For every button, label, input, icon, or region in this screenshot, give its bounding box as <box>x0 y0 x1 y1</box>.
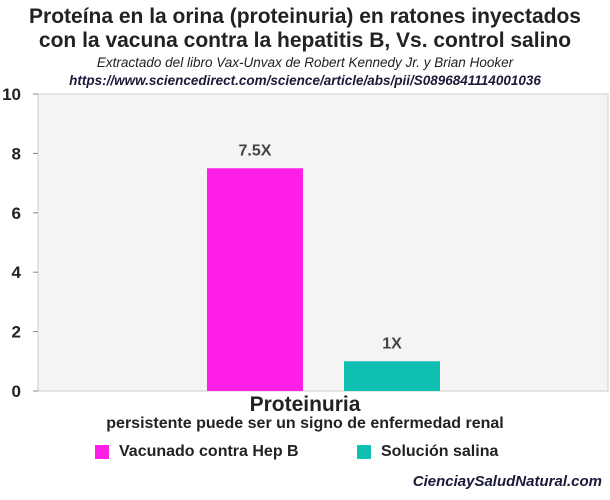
y-tick-label: 6 <box>12 204 21 223</box>
source-url: https://www.sciencedirect.com/science/ar… <box>69 73 541 88</box>
legend-item-saline: Solución salina <box>357 442 498 462</box>
bar <box>207 168 303 391</box>
legend-swatch-saline <box>357 445 371 459</box>
y-tick-label: 0 <box>12 382 21 401</box>
data-label: 1X <box>382 335 402 352</box>
plot-area <box>37 93 609 392</box>
chart-title-line-1: Proteína en la orina (proteinuria) en ra… <box>29 5 581 28</box>
y-tick-label: 2 <box>12 323 21 342</box>
footer-site: CienciaySaludNatural.com <box>412 473 602 490</box>
y-tick-label: 8 <box>12 144 21 163</box>
chart-title-line-2: con la vacuna contra la hepatitis B, Vs.… <box>38 29 572 52</box>
x-axis-note: persistente puede ser un signo de enferm… <box>106 415 504 432</box>
chart-subtitle: Extractado del libro Vax-Unvax de Robert… <box>96 55 514 70</box>
bar <box>344 361 440 391</box>
x-axis-label: Proteinuria <box>249 393 361 416</box>
y-tick-label: 10 <box>2 85 21 104</box>
legend-label-saline: Solución salina <box>381 443 499 460</box>
legend-swatch-vaccinated <box>95 445 109 459</box>
data-label: 7.5X <box>239 142 272 159</box>
legend-item-vaccinated: Vacunado contra Hep B <box>95 442 299 462</box>
y-tick-label: 4 <box>12 263 22 282</box>
legend-label-vaccinated: Vacunado contra Hep B <box>119 443 299 460</box>
